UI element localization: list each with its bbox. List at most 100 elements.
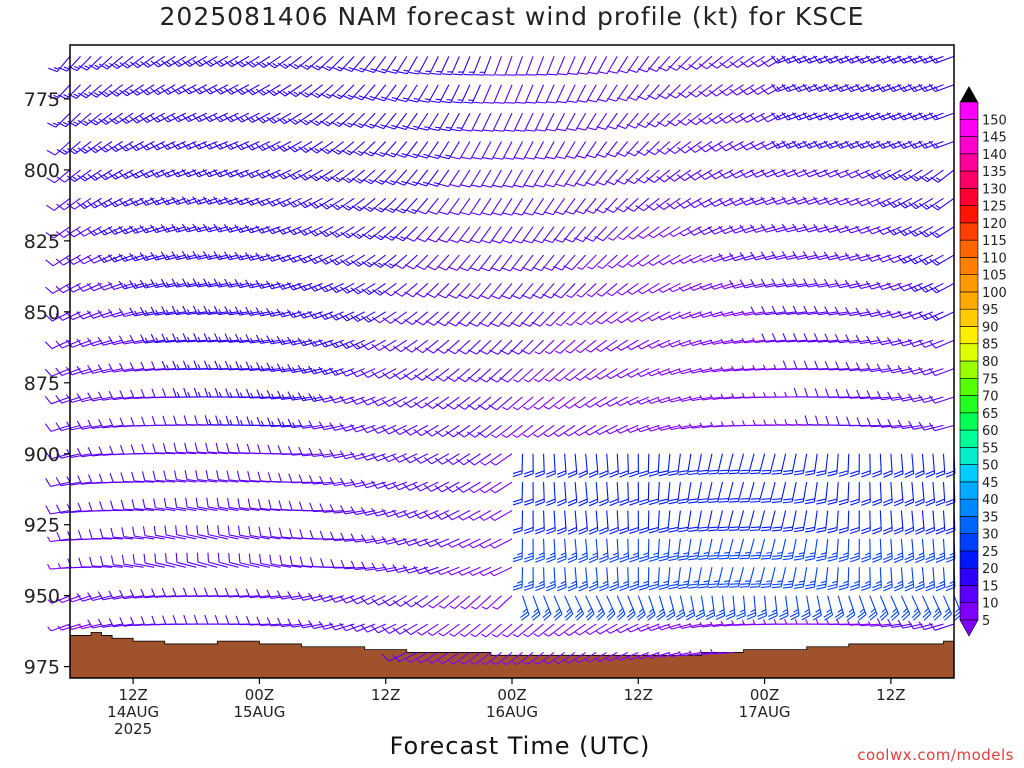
wind-barb (526, 84, 545, 104)
barb-staff (520, 254, 534, 272)
barb-feather (827, 526, 838, 531)
barb-staff (383, 112, 397, 130)
barb-feather (150, 251, 157, 261)
barb-staff (683, 197, 702, 209)
barb-feather (676, 201, 685, 209)
barb-staff (401, 283, 418, 297)
barb-feather (245, 60, 254, 68)
barb-staff (340, 55, 355, 72)
barb-feather (526, 101, 536, 104)
barb-staff (705, 141, 723, 153)
wind-barb (657, 55, 681, 72)
barb-staff (381, 197, 397, 213)
barb-feather (838, 470, 849, 474)
barb-half-feather (94, 64, 100, 69)
wind-barb (904, 510, 915, 535)
barb-half-feather (679, 231, 685, 237)
wind-barb (907, 254, 934, 265)
barb-half-feather (197, 198, 202, 204)
barb-feather (804, 387, 809, 398)
barb-half-feather (576, 294, 582, 298)
barb-half-feather (293, 63, 300, 68)
wind-barb (918, 112, 944, 121)
barb-feather (44, 341, 53, 350)
barb-feather (371, 425, 379, 434)
wind-barb (609, 482, 619, 507)
barb-feather (813, 251, 820, 260)
wind-barb (418, 112, 439, 131)
barb-half-feather (935, 177, 941, 181)
barb-staff (86, 84, 102, 99)
barb-feather (750, 529, 760, 532)
wind-barb (503, 141, 524, 160)
barb-staff (394, 84, 408, 102)
barb-staff (85, 112, 102, 126)
barb-feather (645, 204, 655, 211)
wind-barb (760, 223, 786, 233)
barb-staff (602, 226, 618, 242)
wind-barb (266, 84, 292, 97)
wind-barb (584, 226, 608, 242)
barb-feather (223, 142, 231, 150)
barb-staff (632, 254, 650, 268)
barb-feather (510, 349, 520, 355)
barb-staff (825, 510, 829, 531)
barb-staff (541, 254, 555, 271)
barb-feather (203, 278, 209, 288)
barb-half-feather (187, 61, 193, 66)
barb-feather (286, 254, 294, 263)
barb-feather (448, 238, 458, 244)
wind-barb (522, 226, 545, 244)
barb-feather (247, 471, 251, 481)
barb-half-feather (239, 254, 244, 260)
barb-half-feather (638, 235, 644, 239)
barb-staff (734, 226, 755, 234)
barb-feather (566, 100, 577, 104)
barb-staff (296, 55, 313, 70)
barb-half-feather (413, 98, 420, 100)
barb-staff (593, 197, 608, 214)
wind-barb (771, 333, 797, 343)
wind-barb (109, 55, 134, 70)
barb-feather (834, 55, 841, 64)
barb-feather (876, 199, 884, 208)
barb-feather (928, 422, 936, 432)
barb-staff (571, 254, 587, 271)
barb-feather (668, 526, 679, 530)
barb-staff (882, 140, 902, 149)
barb-staff (716, 55, 734, 69)
wind-barb (408, 56, 429, 75)
barb-staff (391, 226, 408, 241)
barb-feather (171, 87, 180, 95)
barb-feather (213, 141, 221, 150)
barb-staff (662, 282, 681, 293)
barb-staff (652, 226, 671, 239)
wind-barb (537, 56, 555, 76)
barb-feather (286, 227, 295, 236)
barb-half-feather (586, 293, 592, 298)
barb-staff (303, 282, 323, 292)
barb-feather (119, 89, 128, 97)
barb-feather (362, 178, 372, 185)
barb-feather (181, 169, 189, 178)
barb-half-feather (934, 114, 939, 120)
barb-feather (363, 151, 373, 157)
wind-barb (816, 482, 829, 505)
barb-staff (535, 56, 545, 76)
barb-staff (903, 112, 923, 121)
barb-half-feather (794, 419, 798, 425)
wind-barb (531, 311, 555, 327)
wind-barb (470, 226, 492, 244)
barb-staff (605, 112, 618, 130)
barb-staff (480, 169, 492, 188)
barb-half-feather (544, 350, 551, 355)
barb-half-feather (219, 419, 222, 425)
barb-feather (546, 526, 556, 532)
barb-half-feather (564, 405, 570, 409)
wind-barb (658, 254, 681, 266)
barb-staff (829, 140, 849, 149)
barb-feather (288, 500, 293, 511)
wind-barb (594, 197, 618, 214)
wind-barb (450, 141, 471, 160)
barb-feather (729, 498, 740, 500)
